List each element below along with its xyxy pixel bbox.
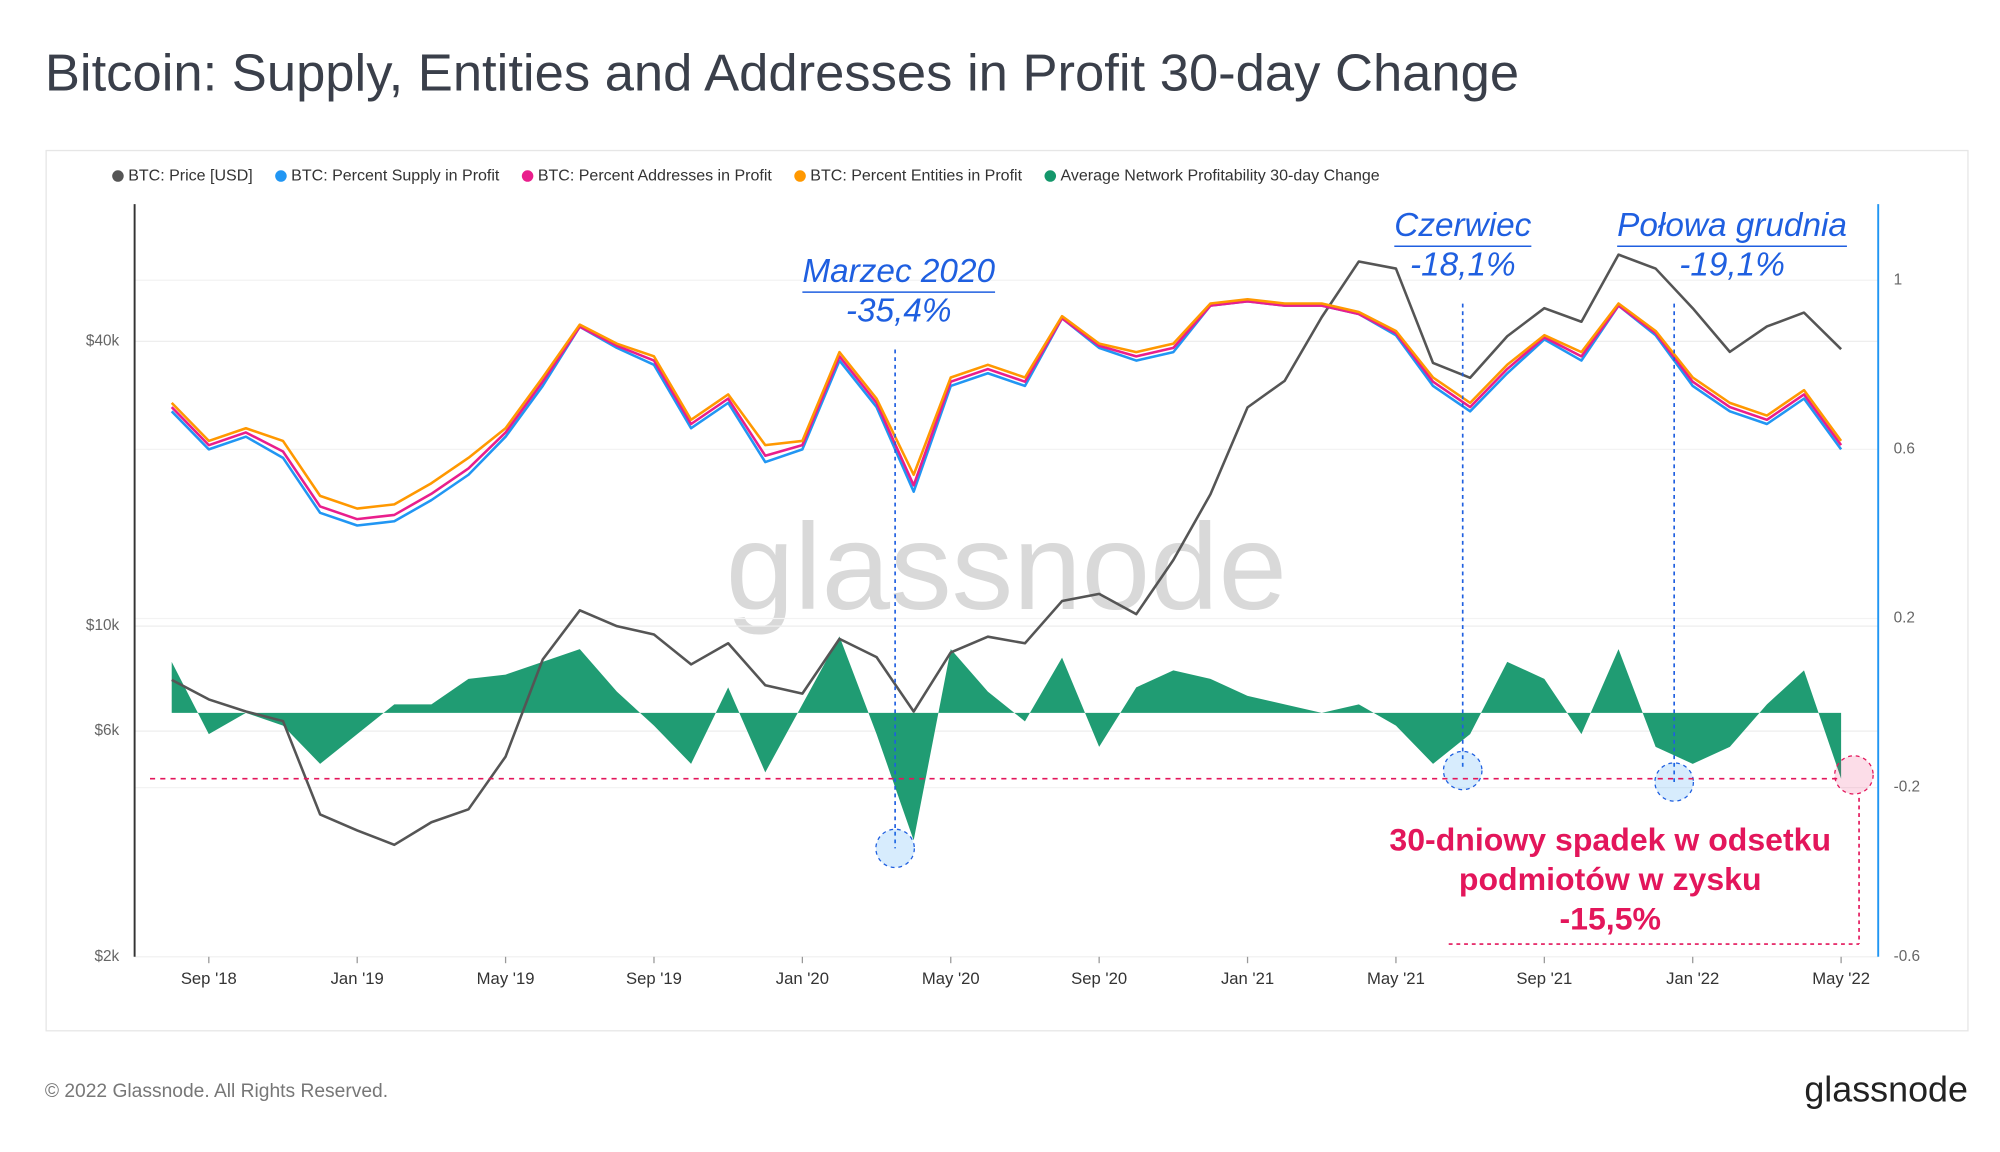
line bbox=[170, 297, 1843, 510]
y-tick-label: $2k bbox=[94, 948, 119, 965]
y2-tick-label: -0.6 bbox=[1894, 948, 1920, 965]
y2-tick-label: -0.2 bbox=[1894, 779, 1920, 796]
chart-title: Bitcoin: Supply, Entities and Addresses … bbox=[45, 44, 1519, 102]
x-tick-label: Jan '21 bbox=[1221, 969, 1274, 988]
x-tick-label: Sep '18 bbox=[181, 969, 237, 988]
legend-swatch bbox=[521, 170, 534, 182]
y2-tick-label: 0.2 bbox=[1894, 610, 1915, 627]
line bbox=[170, 300, 1843, 521]
y-tick-label: $6k bbox=[94, 722, 119, 739]
legend-swatch bbox=[794, 170, 806, 182]
legend-label: BTC: Percent Entities in Profit bbox=[810, 167, 1022, 184]
y-tick-label: $40k bbox=[86, 332, 120, 349]
annotation-text: Połowa grudnia bbox=[1617, 207, 1847, 244]
footer: © 2022 Glassnode. All Rights Reserved. bbox=[45, 1081, 388, 1102]
legend-swatch bbox=[1044, 170, 1057, 182]
annotation-text: -19,1% bbox=[1679, 246, 1785, 283]
annotation-text: -35,4% bbox=[846, 292, 952, 329]
x-tick-label: Jan '19 bbox=[331, 969, 384, 988]
annotation-circle bbox=[1834, 755, 1874, 795]
annotation-text: 30-dniowy spadek w odsetku bbox=[1389, 821, 1831, 857]
x-tick-label: Sep '21 bbox=[1516, 969, 1572, 988]
watermark: glassnode bbox=[726, 499, 1287, 636]
legend-label: BTC: Price [USD] bbox=[128, 167, 253, 184]
legend-label: BTC: Percent Addresses in Profit bbox=[538, 167, 773, 184]
x-tick-label: May '20 bbox=[922, 969, 980, 988]
annotation-text: -18,1% bbox=[1410, 246, 1516, 283]
legend-swatch bbox=[275, 170, 287, 182]
y2-tick-label: 1 bbox=[1894, 271, 1903, 288]
y-tick-label: $10k bbox=[86, 617, 120, 634]
annotation-text: podmiotów w zysku bbox=[1459, 861, 1762, 897]
line bbox=[170, 300, 1843, 527]
line bbox=[171, 253, 1843, 847]
annotation-circle bbox=[1654, 762, 1695, 802]
x-tick-label: May '22 bbox=[1812, 969, 1870, 988]
x-tick-label: May '21 bbox=[1367, 969, 1425, 988]
y2-tick-label: 0.6 bbox=[1894, 440, 1915, 457]
x-tick-label: Sep '20 bbox=[1071, 969, 1127, 988]
logo: glassnode bbox=[1804, 1070, 1968, 1110]
legend-label: Average Network Profitability 30-day Cha… bbox=[1061, 167, 1380, 184]
area bbox=[171, 636, 1842, 841]
x-tick-label: Jan '22 bbox=[1666, 969, 1719, 988]
legend-swatch bbox=[112, 170, 124, 182]
x-tick-label: May '19 bbox=[477, 969, 535, 988]
annotation-text: Marzec 2020 bbox=[802, 253, 995, 290]
x-tick-label: Jan '20 bbox=[776, 969, 829, 988]
annotation-circle bbox=[1442, 750, 1483, 791]
legend-label: BTC: Percent Supply in Profit bbox=[291, 167, 500, 184]
x-tick-label: Sep '19 bbox=[626, 969, 682, 988]
annotation-text: -15,5% bbox=[1559, 901, 1661, 937]
panel bbox=[45, 149, 1969, 1032]
annotation-circle bbox=[875, 828, 915, 869]
annotation-text: Czerwiec bbox=[1394, 207, 1531, 244]
